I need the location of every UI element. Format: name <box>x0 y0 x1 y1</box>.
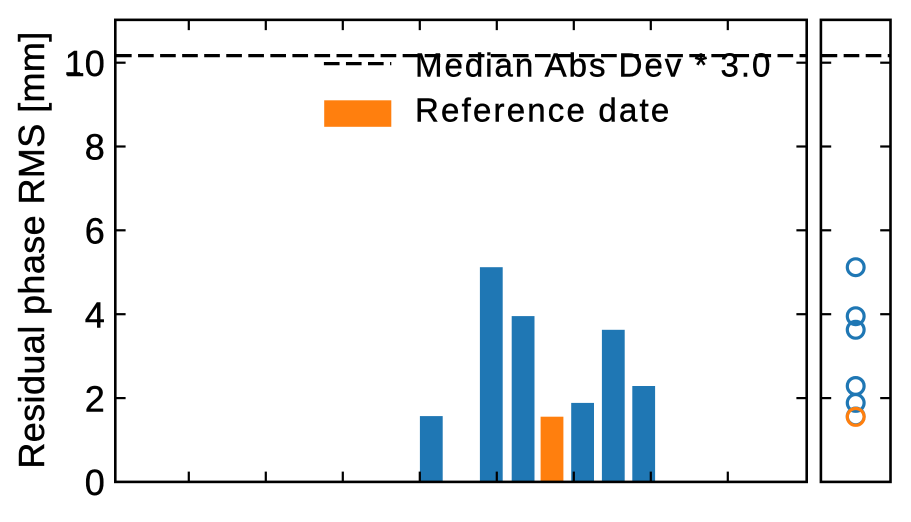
svg-text:0: 0 <box>85 462 105 503</box>
svg-text:4: 4 <box>85 294 105 335</box>
svg-text:2: 2 <box>85 378 105 419</box>
svg-text:Residual phase RMS [mm]: Residual phase RMS [mm] <box>11 31 52 468</box>
svg-text:Reference date: Reference date <box>415 91 671 128</box>
svg-text:Median Abs Dev * 3.0: Median Abs Dev * 3.0 <box>415 47 772 84</box>
svg-text:8: 8 <box>85 127 105 168</box>
svg-text:6: 6 <box>85 211 105 252</box>
svg-text:10: 10 <box>65 43 105 84</box>
